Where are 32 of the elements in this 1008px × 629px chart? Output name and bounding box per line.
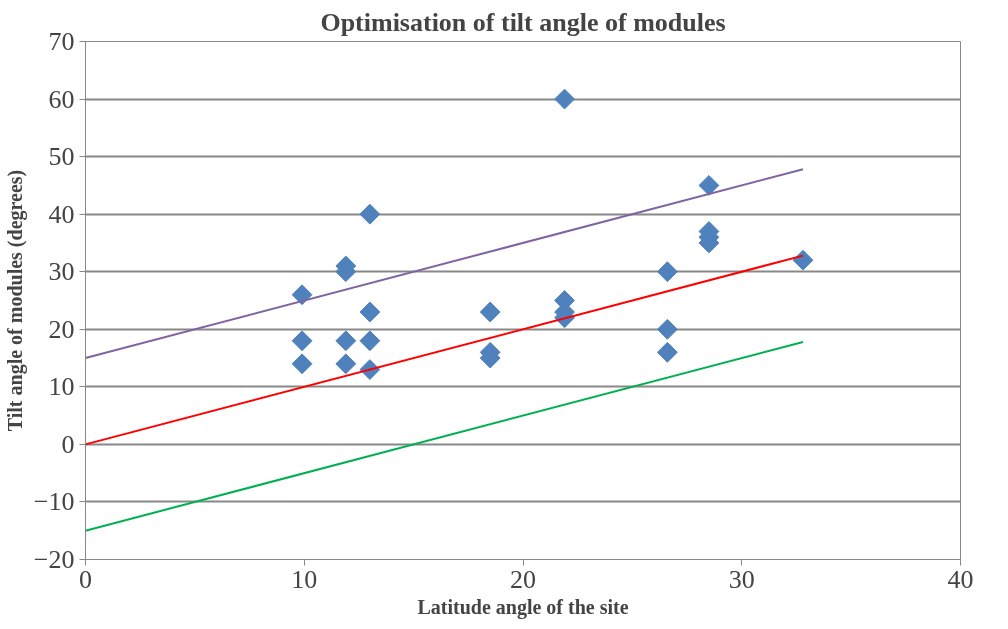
point bbox=[335, 353, 357, 375]
point bbox=[479, 301, 501, 323]
y-axis-title: Tilt angle of modules (degrees) bbox=[3, 169, 27, 432]
point bbox=[656, 341, 678, 363]
x-tick-label: 40 bbox=[947, 564, 974, 594]
x-tick-label: 10 bbox=[291, 564, 318, 594]
x-tick-label: 30 bbox=[728, 564, 755, 594]
y-tick-label: 40 bbox=[48, 199, 75, 229]
y-tick-label: 0 bbox=[61, 429, 75, 459]
point bbox=[359, 330, 381, 352]
point bbox=[291, 330, 313, 352]
point bbox=[359, 203, 381, 225]
point bbox=[291, 353, 313, 375]
point bbox=[554, 88, 575, 110]
point bbox=[698, 174, 720, 196]
y-tick-label: 30 bbox=[48, 257, 75, 287]
y-tick-label: 20 bbox=[48, 314, 75, 344]
x-tick-label: 20 bbox=[510, 564, 536, 594]
point bbox=[656, 261, 678, 283]
y-tick-label: 50 bbox=[48, 142, 75, 172]
y-tick-label: 10 bbox=[48, 372, 75, 402]
y-tick-label: 70 bbox=[48, 27, 75, 56]
x-axis-title: Latitude angle of the site bbox=[417, 595, 629, 619]
point bbox=[656, 318, 678, 340]
point bbox=[335, 330, 357, 352]
point bbox=[792, 249, 814, 271]
y-tick-label: −10 bbox=[33, 487, 75, 517]
chart-title: Optimisation of tilt angle of modules bbox=[320, 7, 726, 37]
y-tick-label: 60 bbox=[48, 84, 75, 114]
point bbox=[359, 301, 381, 323]
point bbox=[291, 284, 313, 306]
y-tick-label: −20 bbox=[33, 545, 75, 574]
